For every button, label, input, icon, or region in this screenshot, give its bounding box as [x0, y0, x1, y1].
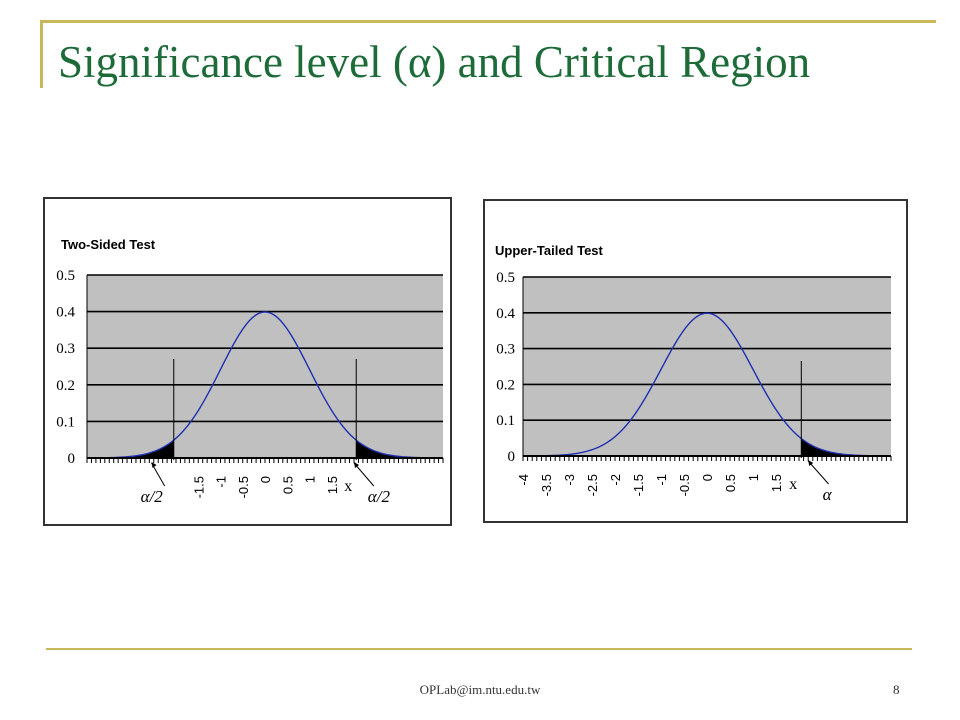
upper-tailed-test-chart: Upper-Tailed Test 0 0.1 0.2 0.3 0.4 0.5 -4 -3.5-…: [483, 199, 908, 523]
two-sided-test-plot: Two-Sided Test 0 0.1 0.2 0.3 0.4 0.5 -1.5 -1 -0.5…: [56, 237, 444, 506]
y-tick-label: 0.2: [56, 378, 75, 394]
y-tick-label: 0: [68, 451, 76, 467]
two-sided-test-chart: Two-Sided Test 0 0.1 0.2 0.3 0.4 0.5 -1.5 -1 -0.5…: [43, 197, 452, 526]
y-tick-label: 0.3: [56, 341, 75, 357]
x-tick-label: -1: [214, 476, 229, 488]
annotation-arrowhead: [354, 462, 359, 468]
annotation-arrow: [807, 460, 829, 485]
normal-curve: [86, 311, 444, 459]
x-tick-label: -3: [562, 474, 577, 486]
x-tick-label: -1: [654, 474, 669, 486]
x-tick-label: -2: [608, 474, 623, 486]
y-tick-label: 0: [508, 449, 516, 465]
x-tick-label: 1.5: [325, 476, 340, 494]
critical-region-shading: [801, 438, 855, 456]
x-tick-label: -2.5: [585, 474, 600, 496]
x-tick-label: 0: [700, 474, 715, 481]
x-tick-label: 0.5: [280, 476, 295, 494]
x-tick-label: 1.5: [769, 474, 784, 492]
plot-area: [523, 277, 891, 456]
alpha-annotation: α/2: [141, 487, 164, 506]
x-axis-label: x: [789, 476, 797, 493]
alpha-annotation: α: [823, 485, 833, 504]
slide-title: Significance level (α) and Critical Regi…: [58, 37, 811, 87]
y-tick-label: 0.4: [56, 305, 75, 321]
chart-title: Two-Sided Test: [61, 237, 156, 252]
x-tick-label: -0.5: [677, 474, 692, 496]
x-tick-label: 1: [303, 476, 318, 483]
critical-region-shading: [356, 440, 408, 458]
annotation-arrowhead: [151, 462, 157, 468]
footer-email: OPLab@im.ntu.edu.tw: [419, 682, 541, 697]
y-tick-label: 0.2: [496, 377, 515, 393]
x-tick-label: 1: [746, 474, 761, 481]
x-tick-label: -1.5: [191, 476, 206, 498]
y-tick-label: 0.5: [496, 270, 515, 286]
y-tick-label: 0.3: [496, 342, 515, 358]
x-axis-label: x: [344, 478, 352, 495]
page-number: 8: [893, 682, 900, 697]
y-tick-label: 0.1: [496, 413, 515, 429]
x-tick-label: -0.5: [236, 476, 251, 498]
normal-curve: [522, 312, 892, 457]
plot-area: [87, 275, 443, 458]
y-tick-label: 0.1: [56, 414, 75, 430]
y-tick-label: 0.5: [56, 268, 75, 284]
chart-title: Upper-Tailed Test: [495, 243, 604, 258]
y-tick-label: 0.4: [496, 306, 515, 322]
x-tick-label: -1.5: [631, 474, 646, 496]
annotation-arrowhead: [808, 460, 814, 466]
critical-region-shading: [122, 440, 174, 458]
x-tick-label: -4: [516, 474, 531, 486]
frame-top-line: [40, 20, 936, 23]
annotation-arrow: [353, 462, 375, 487]
frame-left-line: [40, 20, 43, 88]
x-tick-label: 0.5: [723, 474, 738, 492]
x-tick-label: 0: [258, 476, 273, 483]
alpha-annotation: α/2: [368, 487, 391, 506]
x-tick-label: -3.5: [539, 474, 554, 496]
footer-line: [46, 648, 912, 650]
